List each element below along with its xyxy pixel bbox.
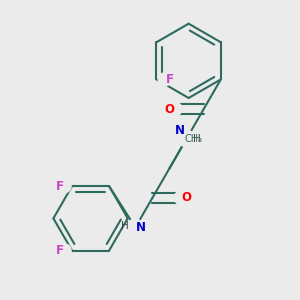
Text: F: F [56, 244, 64, 257]
Circle shape [158, 73, 171, 86]
Text: N: N [175, 124, 185, 137]
Text: H: H [121, 221, 129, 231]
Circle shape [58, 180, 71, 193]
Circle shape [58, 244, 71, 257]
Text: F: F [56, 180, 64, 193]
Text: H: H [193, 134, 201, 144]
Text: O: O [165, 103, 175, 116]
Circle shape [174, 191, 187, 204]
Text: F: F [165, 73, 173, 86]
Circle shape [178, 130, 195, 147]
Text: O: O [182, 191, 192, 204]
Circle shape [127, 219, 144, 236]
Circle shape [169, 103, 182, 116]
Text: N: N [136, 221, 146, 234]
Text: CH₃: CH₃ [184, 134, 202, 144]
